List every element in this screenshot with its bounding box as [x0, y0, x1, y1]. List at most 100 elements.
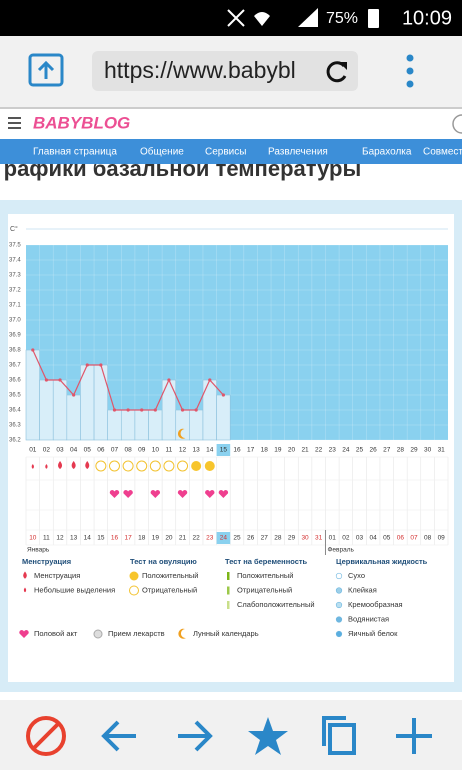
x-tick-label: 16 [233, 447, 241, 454]
x-tick-label: 29 [410, 447, 418, 454]
x-tick-label: 17 [247, 447, 255, 454]
search-icon[interactable] [452, 114, 462, 134]
status-icons [227, 8, 379, 28]
nav-bar [0, 139, 462, 164]
temperature-point [194, 408, 198, 412]
legend-icon [178, 628, 186, 639]
x-tick-label: 30 [424, 447, 432, 454]
drop [71, 461, 76, 469]
nav-link[interactable]: Общение [140, 146, 184, 158]
forward-button[interactable] [178, 720, 213, 752]
legend-icon [227, 601, 230, 609]
date-label: 03 [356, 535, 364, 542]
temperature-bar [25, 349, 40, 441]
date-label: 23 [206, 535, 214, 542]
ovulation-negative [108, 460, 120, 472]
temperature-bar [216, 394, 231, 441]
ovulation-negative [122, 460, 134, 472]
nav-link[interactable]: Совмест [423, 147, 462, 158]
date-label: 15 [97, 535, 105, 542]
x-tick-label: 23 [329, 447, 337, 454]
drop [85, 461, 90, 469]
x-tick-label: 22 [315, 447, 323, 454]
date-label: 13 [70, 535, 78, 542]
legend-icon [93, 629, 103, 639]
nav-link[interactable]: Барахолка [362, 147, 412, 158]
nav-link[interactable]: Сервисы [205, 147, 246, 158]
ovulation-positive [204, 461, 215, 471]
x-tick-label: 25 [356, 447, 364, 454]
legend-item: Менструация [34, 571, 80, 580]
temperature-point [167, 378, 171, 382]
tabs-button[interactable] [28, 53, 64, 87]
legend-title: Тест на овуляцию [130, 557, 197, 566]
y-tick-label: 36.4 [9, 408, 21, 414]
temperature-bar [107, 409, 122, 441]
heart [218, 490, 229, 498]
x-tick-label: 31 [438, 447, 446, 454]
clock: 10:09 [402, 7, 452, 29]
legend-icon [227, 586, 230, 595]
drop [58, 461, 63, 469]
legend-item: Положительный [237, 571, 293, 580]
date-label: 09 [438, 535, 446, 542]
y-tick-label: 36.7 [9, 363, 21, 369]
back-button[interactable] [101, 720, 136, 752]
temperature-point [221, 393, 225, 397]
x-tick-label: 13 [193, 447, 201, 454]
menu-icon[interactable] [8, 117, 21, 129]
ovulation-positive [191, 461, 202, 471]
x-tick-label: 09 [138, 447, 146, 454]
date-label: 05 [383, 535, 391, 542]
menu-button[interactable] [406, 54, 414, 88]
current-day-bg [216, 444, 231, 456]
legend-item: Кремообразная [348, 600, 403, 609]
y-tick-label: 37.3 [9, 273, 21, 279]
x-tick-label: 21 [301, 447, 309, 454]
x-tick-label: 08 [124, 447, 132, 454]
small-drop [31, 464, 35, 469]
nav-link[interactable]: Развлечения [268, 147, 328, 158]
x-tick-label: 20 [288, 447, 296, 454]
logo[interactable]: BABYBLOG [33, 113, 130, 132]
date-label: 26 [247, 535, 255, 542]
new-tab-button[interactable] [396, 718, 432, 754]
reload-button[interactable] [326, 61, 347, 83]
temperature-point [85, 363, 89, 367]
temperature-bar [134, 409, 149, 441]
legend-icon [129, 585, 139, 596]
x-tick-label: 26 [370, 447, 378, 454]
y-tick-label: 36.8 [9, 348, 21, 354]
battery-text: 75% [326, 10, 358, 27]
url-field[interactable] [92, 51, 358, 91]
site-header [0, 108, 462, 139]
legend-icon [23, 587, 27, 593]
small-drop [45, 464, 48, 469]
y-tick-label: 36.3 [9, 423, 21, 429]
temperature-bar [189, 409, 204, 441]
symbol-area [26, 457, 448, 545]
url-text: https://www.babybl [104, 57, 296, 83]
copy-button[interactable] [322, 716, 356, 755]
x-tick-label: 01 [29, 447, 37, 454]
temperature-point [140, 408, 144, 412]
nav-link[interactable]: Главная страница [33, 147, 117, 158]
x-tick-label: 24 [342, 447, 350, 454]
date-label: 02 [342, 535, 350, 542]
date-label: 10 [29, 535, 37, 542]
x-tick-label: 02 [43, 447, 51, 454]
x-tick-label: 19 [274, 447, 282, 454]
heart [150, 490, 161, 498]
temperature-point [126, 408, 130, 412]
y-tick-label: 37.2 [9, 288, 21, 294]
y-tick-label: 36.2 [9, 438, 21, 444]
temperature-point [180, 408, 185, 412]
month-label: Январь [27, 547, 50, 554]
legend-icon [335, 601, 343, 609]
x-tick-label: 06 [97, 447, 105, 454]
temperature-bar [93, 364, 108, 441]
stop-button[interactable] [26, 716, 66, 756]
bookmark-button[interactable] [248, 717, 288, 755]
temperature-bar [175, 409, 190, 441]
